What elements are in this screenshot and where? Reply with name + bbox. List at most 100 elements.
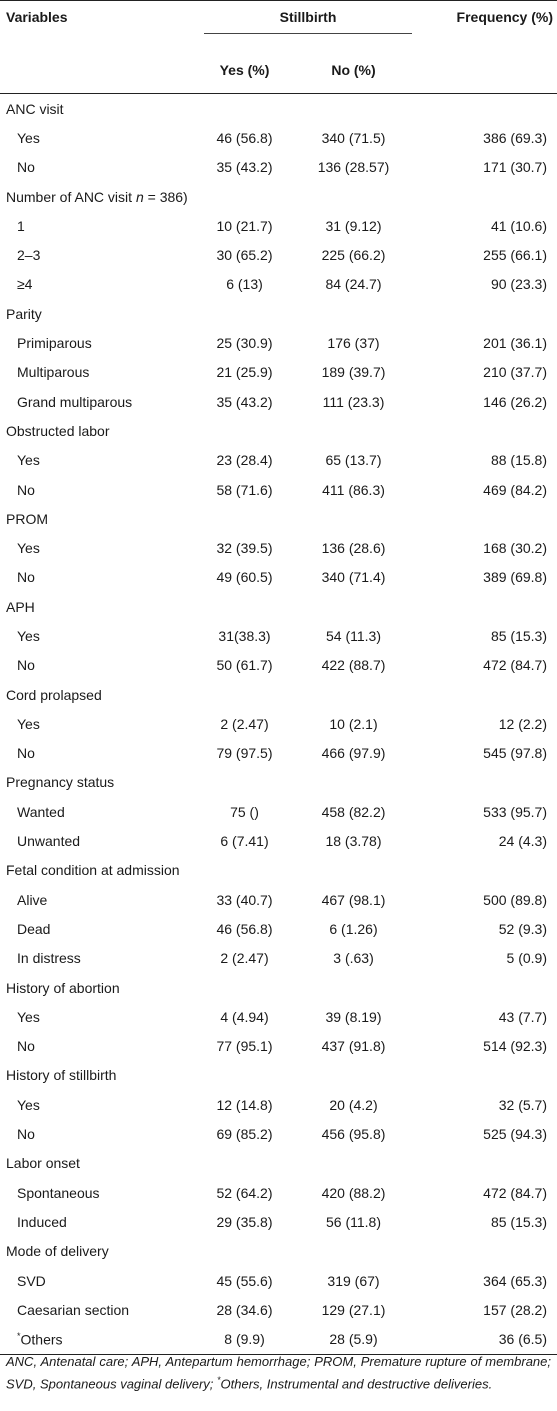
row-label: SVD	[0, 1266, 195, 1295]
row-label-text: Multiparous	[17, 364, 90, 381]
group-label: Cord prolapsed	[6, 686, 102, 703]
table-row: In distress 2 (2.47) 3 (.63) 5 (0.9)	[0, 944, 557, 973]
row-label: Alive	[0, 885, 195, 914]
cell-no: 136 (28.6)	[321, 540, 386, 557]
cell-frequency: 88 (15.8)	[490, 452, 547, 469]
group-row: Obstructed labor	[0, 416, 557, 445]
table-row: Yes 2 (2.47) 10 (2.1) 12 (2.2)	[0, 709, 557, 738]
cell-frequency: 389 (69.8)	[483, 569, 547, 586]
cell-yes: 79 (97.5)	[216, 745, 273, 762]
cell-no: 420 (88.2)	[321, 1184, 386, 1201]
table-row: No 77 (95.1) 437 (91.8) 514 (92.3)	[0, 1032, 557, 1061]
header-blank	[0, 47, 195, 94]
row-label: Yes	[0, 533, 195, 562]
cell-frequency: 52 (9.3)	[498, 920, 547, 937]
table-row: 1 10 (21.7) 31 (9.12) 41 (10.6)	[0, 211, 557, 240]
row-label-text: In distress	[17, 950, 81, 967]
table-row: Induced 29 (35.8) 56 (11.8) 85 (15.3)	[0, 1207, 557, 1236]
header-yes: Yes (%)	[195, 47, 294, 94]
cell-yes: 32 (39.5)	[216, 540, 273, 557]
group-label: Labor onset	[6, 1155, 80, 1172]
row-label: Grand multiparous	[0, 387, 195, 416]
table-row: *Others 8 (9.9) 28 (5.9) 36 (6.5)	[0, 1324, 557, 1355]
table-row: Grand multiparous 35 (43.2) 111 (23.3) 146 …	[0, 387, 557, 416]
cell-yes: 6 (13)	[226, 276, 263, 293]
table-header: Variables Stillbirth Frequency (%) Yes (…	[0, 0, 557, 94]
row-label: In distress	[0, 944, 195, 973]
cell-frequency: 386 (69.3)	[483, 129, 547, 146]
cell-frequency: 533 (95.7)	[483, 803, 547, 820]
cell-yes: 30 (65.2)	[216, 247, 273, 264]
group-label: ANC visit	[6, 100, 64, 117]
row-label-text: Unwanted	[17, 833, 81, 850]
group-row: Labor onset	[0, 1149, 557, 1178]
cell-frequency: 24 (4.3)	[498, 833, 547, 850]
footnote-star: *	[217, 1375, 221, 1385]
row-label: No	[0, 563, 195, 592]
row-label-text: ≥4	[17, 276, 33, 293]
row-label-text: Yes	[17, 715, 40, 732]
cell-frequency: 210 (37.7)	[483, 364, 547, 381]
row-label-text: No	[17, 745, 35, 762]
row-label-text: Caesarian section	[17, 1301, 130, 1318]
row-label-text: 2–3	[17, 247, 41, 264]
table-row: Yes 31(38.3) 54 (11.3) 85 (15.3)	[0, 621, 557, 650]
table-row: Yes 4 (4.94) 39 (8.19) 43 (7.7)	[0, 1002, 557, 1031]
cell-no: 31 (9.12)	[325, 217, 382, 234]
group-label: PROM	[6, 510, 48, 527]
footnote-tail: Others, Instrumental and destructive del…	[220, 1376, 493, 1392]
group-label: APH	[6, 598, 35, 615]
row-label-text: Primiparous	[17, 335, 92, 352]
cell-no: 84 (24.7)	[325, 276, 382, 293]
cell-yes: 35 (43.2)	[216, 393, 273, 410]
cell-frequency: 85 (15.3)	[490, 627, 547, 644]
cell-yes: 2 (2.47)	[220, 715, 269, 732]
row-label-text: Yes	[17, 129, 40, 146]
header-variables: Variables	[0, 0, 195, 47]
cell-yes: 25 (30.9)	[216, 335, 273, 352]
cell-frequency: 525 (94.3)	[483, 1126, 547, 1143]
row-label: Induced	[0, 1207, 195, 1236]
cell-frequency: 500 (89.8)	[483, 891, 547, 908]
cell-frequency: 201 (36.1)	[483, 335, 547, 352]
table-row: No 49 (60.5) 340 (71.4) 389 (69.8)	[0, 563, 557, 592]
row-label: Yes	[0, 621, 195, 650]
cell-yes: 77 (95.1)	[216, 1038, 273, 1055]
footnote-text: ANC, Antenatal care; APH, Antepartum hem…	[6, 1354, 551, 1392]
row-label: Multiparous	[0, 358, 195, 387]
row-label: ≥4	[0, 270, 195, 299]
cell-no: 65 (13.7)	[325, 452, 382, 469]
cell-yes: 46 (56.8)	[216, 920, 273, 937]
row-label-text: Yes	[17, 1096, 40, 1113]
cell-yes: 21 (25.9)	[216, 364, 273, 381]
cell-yes: 69 (85.2)	[216, 1126, 273, 1143]
cell-yes: 29 (35.8)	[216, 1213, 273, 1230]
table-row: Alive 33 (40.7) 467 (98.1) 500 (89.8)	[0, 885, 557, 914]
cell-yes: 58 (71.6)	[216, 481, 273, 498]
cell-no: 176 (37)	[327, 335, 380, 352]
table-row: SVD 45 (55.6) 319 (67) 364 (65.3)	[0, 1266, 557, 1295]
cell-frequency: 168 (30.2)	[483, 540, 547, 557]
cell-yes: 50 (61.7)	[216, 657, 273, 674]
row-label-text: Grand multiparous	[17, 393, 133, 410]
row-label: Yes	[0, 123, 195, 152]
group-row: APH	[0, 592, 557, 621]
header-frequency: Frequency (%)	[413, 0, 557, 47]
row-label-text: 1	[17, 217, 25, 234]
cell-no: 466 (97.9)	[321, 745, 386, 762]
cell-yes: 49 (60.5)	[216, 569, 273, 586]
cell-frequency: 32 (5.7)	[498, 1096, 547, 1113]
cell-no: 56 (11.8)	[326, 1213, 381, 1230]
table-row: Multiparous 21 (25.9) 189 (39.7) 210 (37.7)	[0, 358, 557, 387]
row-label-text: No	[17, 159, 35, 176]
row-label-text: Yes	[17, 540, 40, 557]
cell-frequency: 364 (65.3)	[483, 1272, 547, 1289]
cell-yes: 31(38.3)	[218, 627, 271, 644]
group-row: Parity	[0, 299, 557, 328]
table-row: ≥4 6 (13) 84 (24.7) 90 (23.3)	[0, 270, 557, 299]
stillbirth-factors-table: Variables Stillbirth Frequency (%) Yes (…	[0, 0, 557, 1355]
cell-no: 422 (88.7)	[321, 657, 386, 674]
cell-frequency: 41 (10.6)	[490, 217, 547, 234]
row-label: Primiparous	[0, 328, 195, 357]
